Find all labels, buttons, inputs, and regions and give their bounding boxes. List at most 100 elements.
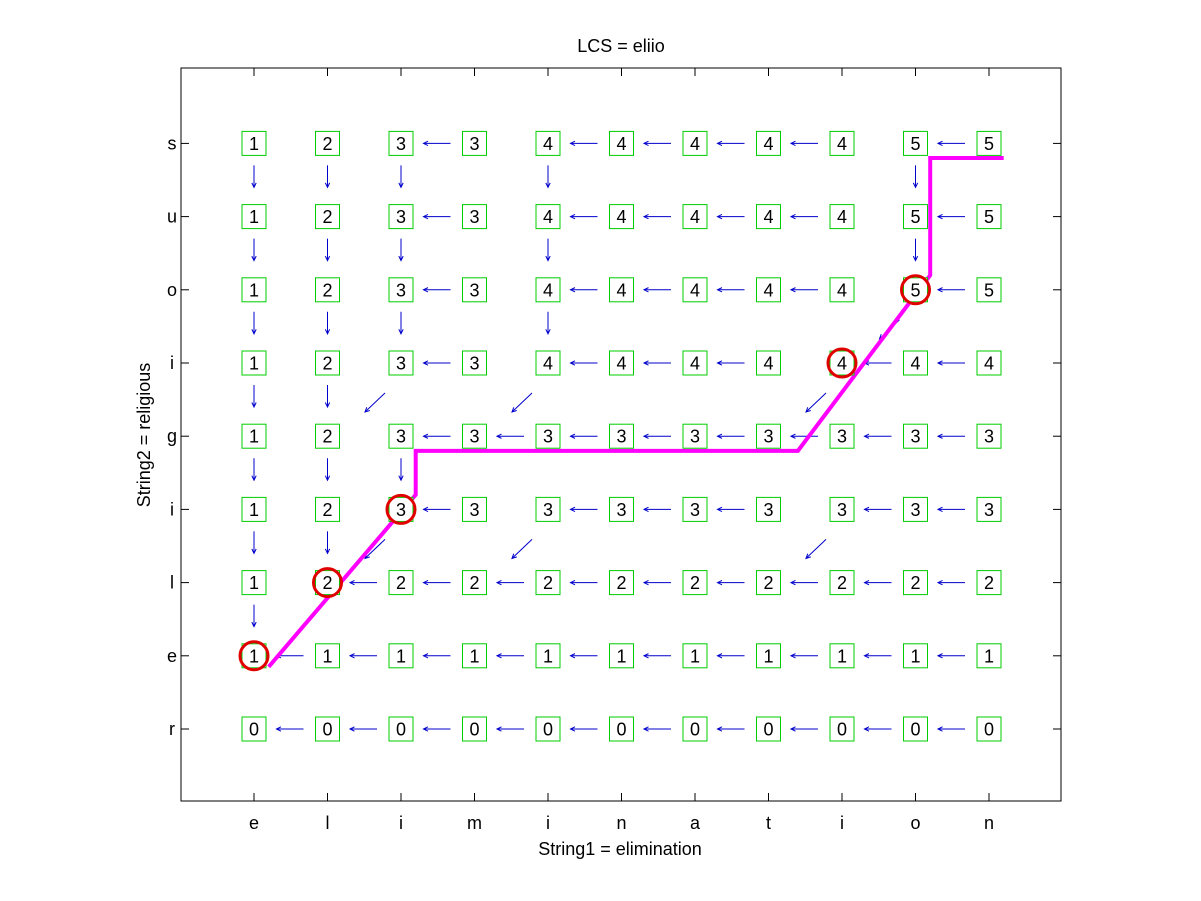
svg-text:4: 4 [616,280,626,300]
svg-text:1: 1 [837,646,847,666]
lcs-cell: 1 [609,643,634,669]
svg-text:4: 4 [763,207,773,227]
traceback-arrow [789,653,818,659]
lcs-cell: 4 [903,350,928,376]
chart-title: LCS = eliio [577,36,665,56]
traceback-arrow [251,458,257,482]
traceback-arrow [422,506,451,513]
svg-text:3: 3 [396,500,406,520]
lcs-cell: 0 [241,716,267,742]
lcs-match-circle [900,274,931,306]
traceback-arrow [789,213,818,220]
traceback-arrow [716,360,745,366]
traceback-arrow [716,653,745,659]
x-tick-label: i [546,813,550,833]
traceback-arrow [716,506,745,513]
svg-text:1: 1 [984,646,994,666]
svg-text:1: 1 [249,427,259,447]
svg-text:5: 5 [984,134,994,154]
svg-text:3: 3 [543,500,553,520]
svg-text:3: 3 [837,427,847,447]
lcs-cell: 3 [462,423,487,449]
svg-text:2: 2 [910,573,920,593]
lcs-cell: 2 [315,570,340,596]
lcs-cell: 0 [682,716,708,742]
traceback-arrow [324,165,331,189]
lcs-cell: 4 [609,350,634,376]
lcs-cell: 3 [462,130,487,156]
svg-text:4: 4 [543,354,553,374]
traceback-arrow [936,579,965,586]
lcs-cell: 4 [682,204,708,230]
lcs-cell: 2 [976,570,1002,596]
svg-text:3: 3 [690,500,700,520]
lcs-cell: 4 [829,277,855,303]
svg-text:0: 0 [396,720,406,740]
y-tick-label: e [167,646,177,666]
x-tick-label: a [690,813,701,833]
svg-text:4: 4 [690,280,700,300]
lcs-cell: 1 [241,423,267,449]
svg-text:4: 4 [763,354,773,374]
traceback-arrow [398,311,404,335]
svg-text:5: 5 [910,280,920,300]
svg-text:5: 5 [910,134,920,154]
svg-text:0: 0 [763,720,773,740]
traceback-arrow [422,726,451,732]
lcs-cell: 1 [241,570,267,596]
lcs-cell: 4 [535,350,561,376]
lcs-cell: 2 [756,570,781,596]
svg-text:2: 2 [322,573,332,593]
svg-text:0: 0 [322,720,332,740]
svg-text:3: 3 [469,207,479,227]
svg-text:0: 0 [469,720,479,740]
svg-text:5: 5 [984,207,994,227]
lcs-cell: 0 [535,716,561,742]
traceback-arrow [863,579,892,586]
lcs-cell: 1 [829,643,855,669]
lcs-match-circle [238,640,270,672]
svg-text:2: 2 [543,573,553,593]
svg-text:0: 0 [837,720,847,740]
svg-text:4: 4 [543,207,553,227]
lcs-cell: 2 [682,570,708,596]
svg-text:0: 0 [690,720,700,740]
traceback-arrow [716,726,745,732]
traceback-arrow [642,726,671,732]
traceback-arrow [398,165,404,189]
traceback-arrow [324,238,331,262]
y-tick-label: o [167,280,177,300]
traceback-arrow [348,726,377,732]
lcs-cell: 1 [241,204,267,230]
svg-text:3: 3 [616,500,626,520]
svg-text:1: 1 [249,646,259,666]
lcs-cell: 2 [315,350,340,376]
traceback-arrow [422,653,451,659]
svg-text:3: 3 [396,354,406,374]
traceback-arrow [422,213,451,220]
x-tick-label: l [326,813,330,833]
traceback-arrow [251,385,257,409]
traceback-arrow [912,165,919,189]
lcs-cell: 4 [609,277,634,303]
svg-text:2: 2 [322,134,332,154]
lcs-cell: 1 [682,643,708,669]
lcs-cell: 4 [829,350,855,376]
lcs-match-circle [826,347,858,379]
svg-text:3: 3 [469,427,479,447]
svg-text:2: 2 [616,573,626,593]
svg-text:3: 3 [837,500,847,520]
traceback-arrow [495,433,524,439]
lcs-cell: 1 [756,643,781,669]
svg-text:3: 3 [910,500,920,520]
svg-text:4: 4 [984,354,994,374]
lcs-cell: 3 [829,496,855,522]
lcs-cell: 1 [903,643,928,669]
traceback-arrow [324,531,331,555]
traceback-arrow [789,726,818,732]
traceback-arrow [863,726,892,732]
lcs-cell: 3 [388,130,414,156]
lcs-cell: 5 [976,204,1002,230]
